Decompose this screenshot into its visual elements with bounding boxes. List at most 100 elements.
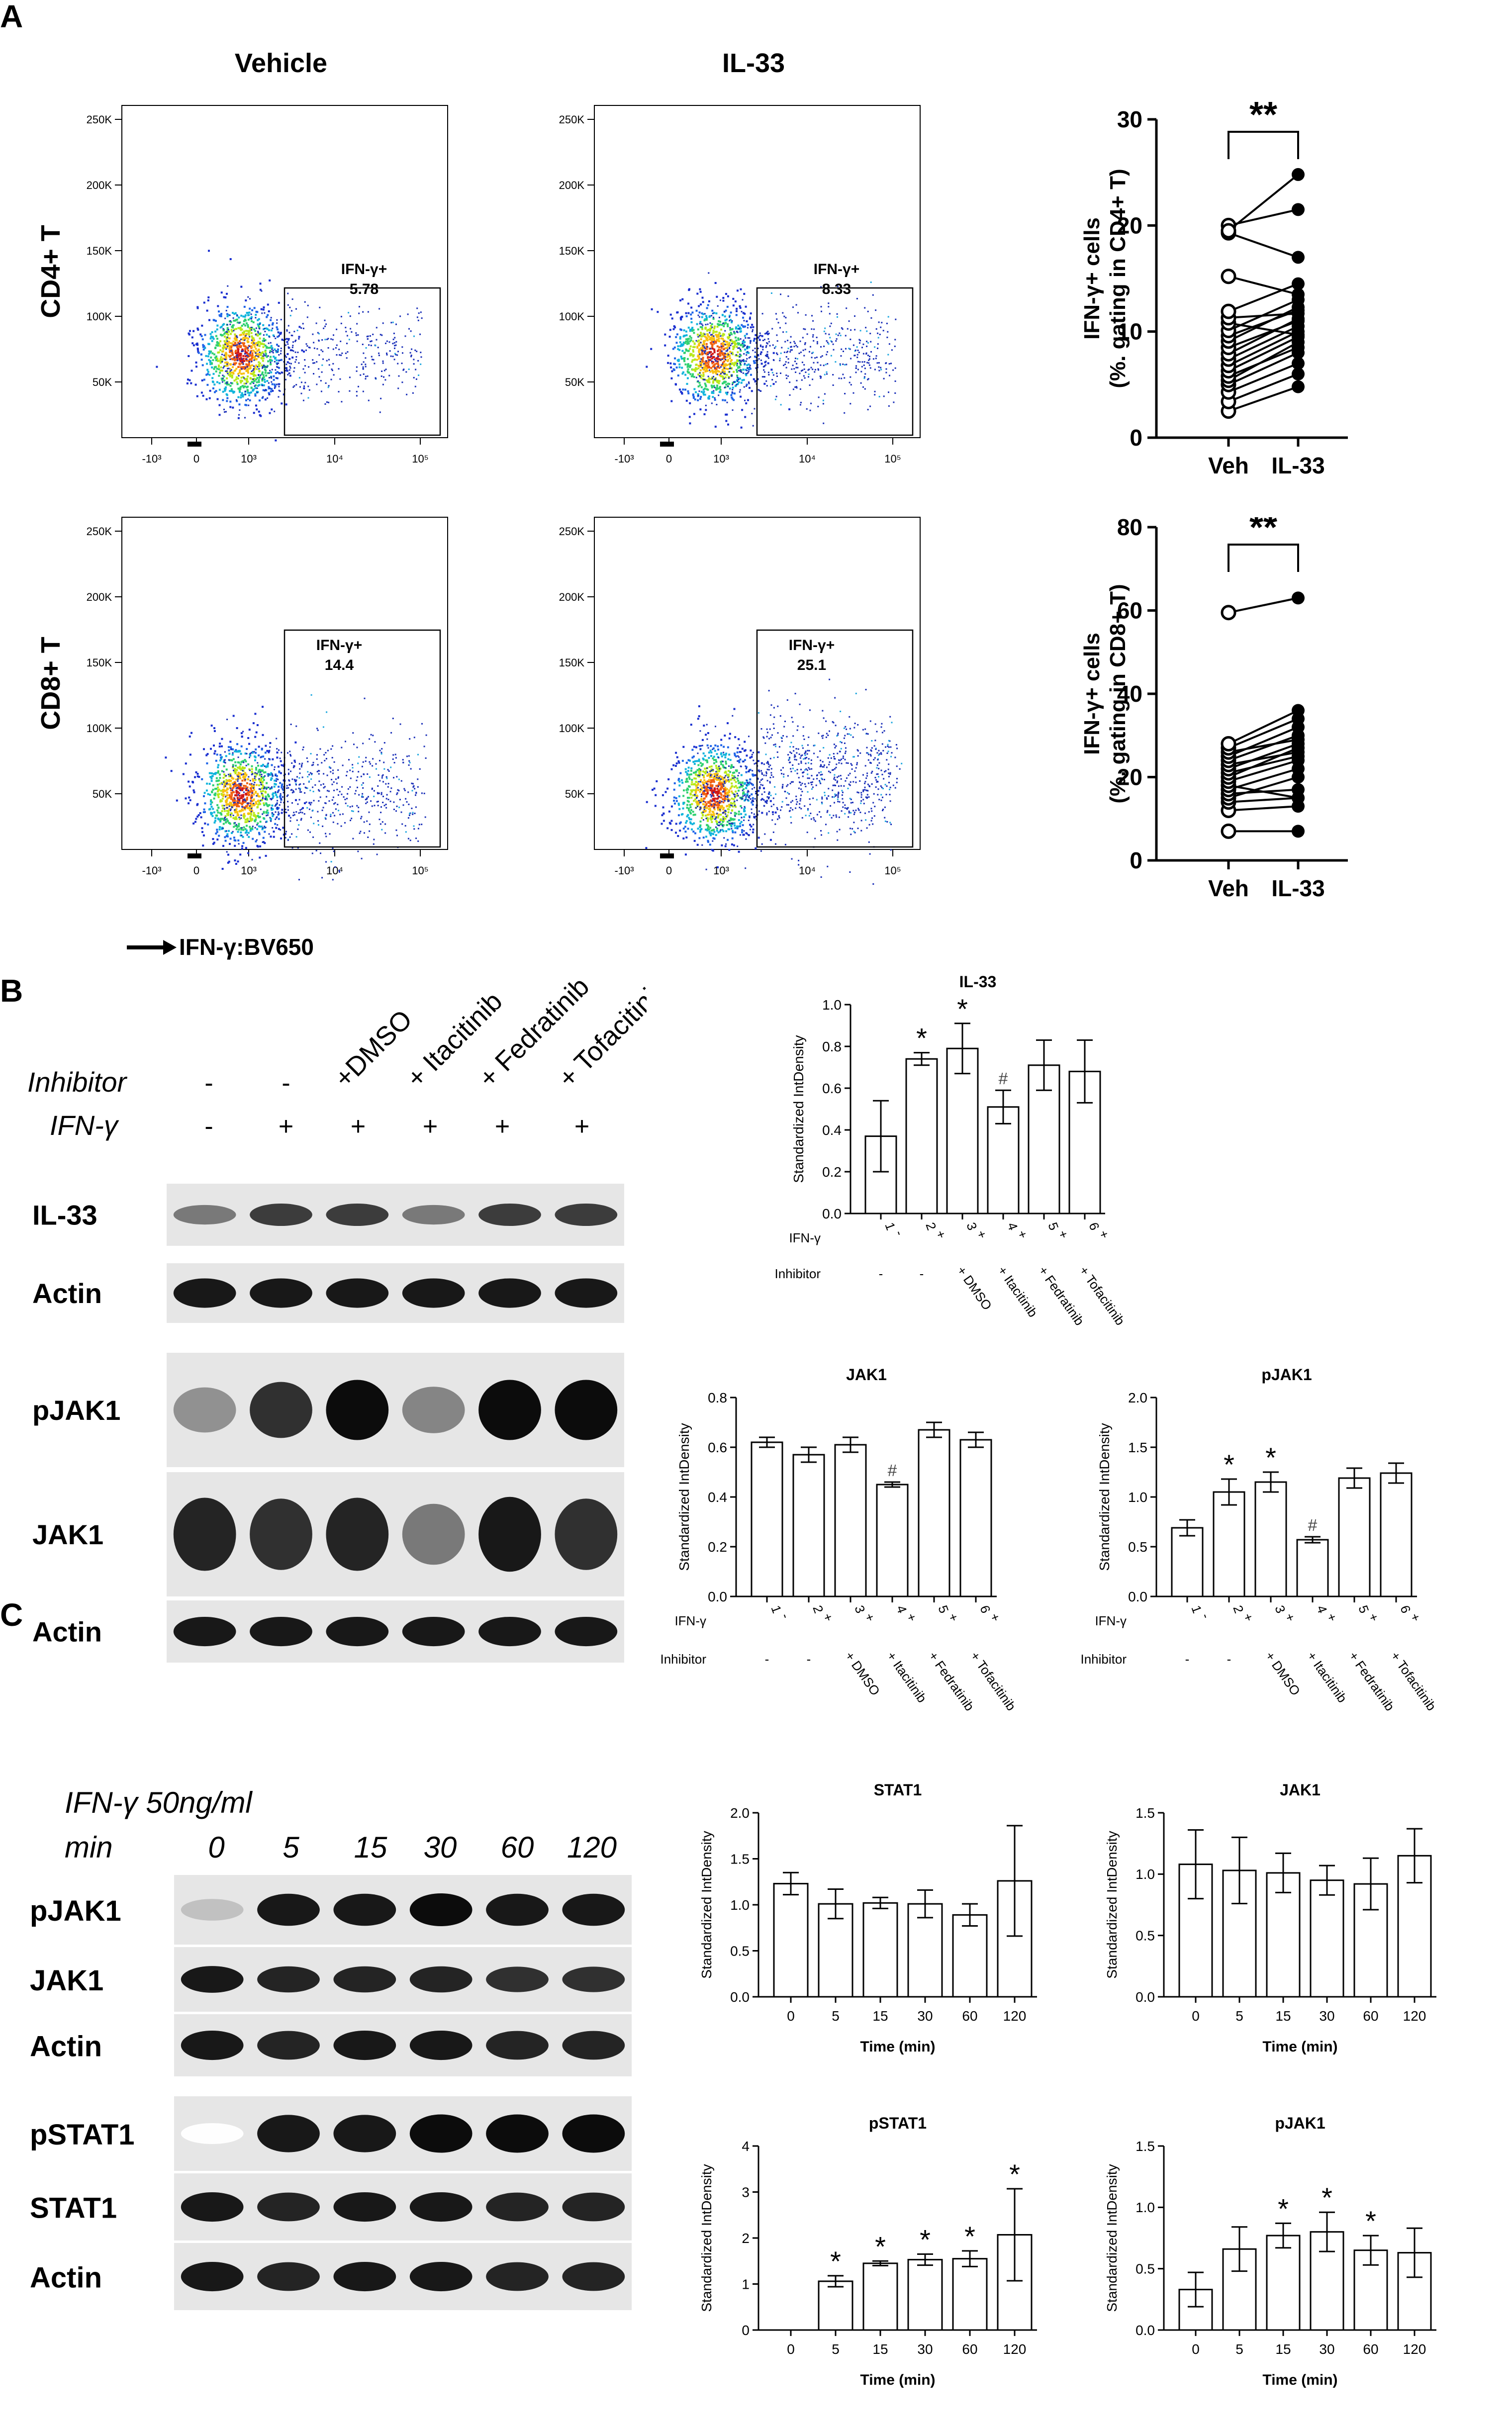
x-tick-label: Veh xyxy=(1208,875,1249,901)
jak1-bar-chart: JAK1 0.0 0.2 0.4 0.6 0.8 Standardized IntDensi… xyxy=(661,1366,1019,1714)
blot-band xyxy=(333,1893,396,1926)
il33-point xyxy=(1292,746,1305,759)
blot-band xyxy=(478,1616,541,1647)
y-tick-label: 200K xyxy=(87,591,112,603)
blot-strip xyxy=(167,1263,624,1323)
lane-number: 3 xyxy=(963,1220,980,1232)
y-tick-label: 0.5 xyxy=(1135,1928,1155,1943)
y-tick-label: 0.6 xyxy=(822,1081,842,1096)
time-label: 15 xyxy=(354,1831,387,1864)
x-tick-label: 10⁵ xyxy=(412,864,429,877)
flow-plot: 250K 200K 150K 100K 50K -10³ 0 10³ 10⁴ 10⁵ IFN-γ+ 5… xyxy=(87,105,448,465)
blot-band xyxy=(409,1966,472,1993)
ifn-sign: + xyxy=(987,1611,1003,1624)
inhibitor-sign: - xyxy=(765,1652,769,1667)
lane-number: 6 xyxy=(977,1603,993,1615)
y-tick-label: 10 xyxy=(1117,319,1142,345)
y-tick-label: 250K xyxy=(559,113,585,126)
pair-line xyxy=(1228,797,1299,803)
blot-band xyxy=(486,2192,549,2222)
blot-band xyxy=(562,2031,625,2060)
bar xyxy=(792,1454,825,1597)
lane-number: 4 xyxy=(1314,1603,1330,1615)
row-label-ifn: IFN-γ xyxy=(674,1613,706,1628)
blot-strip xyxy=(167,1184,624,1246)
blot-band xyxy=(333,2115,396,2152)
ifn-sign: + xyxy=(1014,1228,1031,1241)
lane-number: 1 xyxy=(768,1603,784,1615)
il33-point xyxy=(1292,288,1305,301)
x-axis-label: Time (min) xyxy=(860,2039,935,2055)
gate-box xyxy=(284,287,441,436)
ifn-sign: + xyxy=(495,1112,510,1141)
y-tick-label: 0.8 xyxy=(708,1390,727,1405)
x-tick-label: 10⁴ xyxy=(799,864,816,877)
blot-label: pJAK1 xyxy=(32,1395,120,1426)
gate-percentage: 25.1 xyxy=(797,657,826,673)
stat1-time-chart: STAT1 0.0 0.5 1.0 1.5 2.0 Standardized IntDens… xyxy=(699,1781,1037,2055)
x-tick-label: -10³ xyxy=(614,864,634,877)
significance-marker: * xyxy=(957,993,968,1025)
gate-label: IFN-γ+ xyxy=(814,261,860,278)
blot-membrane xyxy=(167,1184,624,1246)
y-tick-label: 0.4 xyxy=(708,1490,727,1505)
treatment-label: IFN-γ 50ng/ml xyxy=(65,1786,253,1819)
blot-strip xyxy=(174,2096,632,2171)
bar xyxy=(1171,1527,1204,1597)
il33-point xyxy=(1292,307,1305,320)
inhibitor-sign: - xyxy=(282,1069,290,1098)
pair-line xyxy=(1228,232,1299,259)
bar xyxy=(987,1106,1020,1214)
veh-point xyxy=(1221,223,1236,239)
blot-label: pJAK1 xyxy=(30,1895,121,1927)
ifn-sign: + xyxy=(1240,1611,1256,1624)
chart-title: IL-33 xyxy=(959,973,997,991)
pair-line xyxy=(1228,739,1299,753)
cd4-paired-chart: 0 10 20 30 Veh IL-33 IFN-γ+ cells (%. gating in… xyxy=(1080,95,1348,478)
pair-line xyxy=(1228,597,1299,614)
inhibitor-name: + Itacitinib xyxy=(884,1649,930,1705)
bar xyxy=(907,2258,943,2331)
pair-line xyxy=(1228,805,1299,812)
axis-marker xyxy=(188,853,201,858)
y-tick-label: 0.0 xyxy=(730,1989,750,2005)
y-tick-label: 1.5 xyxy=(730,1851,750,1867)
pair-line xyxy=(1228,755,1299,774)
inhibitor-name: + DMSO xyxy=(954,1263,995,1312)
blot-band xyxy=(326,1204,389,1226)
lane-number: 3 xyxy=(851,1603,868,1615)
chart-title: STAT1 xyxy=(874,1781,922,1799)
chart-title: JAK1 xyxy=(846,1366,887,1384)
blot-band xyxy=(486,2031,549,2060)
x-tick-label: 10⁵ xyxy=(412,453,429,465)
x-tick-label: 30 xyxy=(917,2341,933,2357)
veh-point xyxy=(1221,605,1236,621)
flow-plot: 250K 200K 150K 100K 50K -10³ 0 10³ 10⁴ 10⁵ IFN-γ+ 1… xyxy=(87,517,448,881)
x-tick-label: 30 xyxy=(917,2008,933,2024)
gate-label: IFN-γ+ xyxy=(341,261,387,278)
y-tick-label: 40 xyxy=(1117,681,1142,707)
x-tick-label: 10³ xyxy=(713,864,729,877)
y-tick-label: 0.5 xyxy=(1128,1539,1147,1555)
blot-strip xyxy=(174,2173,632,2240)
y-tick-label: 100K xyxy=(559,722,585,735)
x-tick-label: -10³ xyxy=(614,453,634,465)
y-tick-label: 1.5 xyxy=(1135,1805,1155,1821)
bar xyxy=(1222,1869,1257,1998)
blot-band xyxy=(257,1966,320,1993)
y-tick-label: 20 xyxy=(1117,212,1142,238)
ifn-sign: + xyxy=(574,1112,589,1141)
pair-line xyxy=(1228,718,1299,749)
inhibitor-name: + Itacitinib xyxy=(995,1263,1040,1320)
blot-band xyxy=(257,2262,320,2291)
x-tick-label: 60 xyxy=(1363,2008,1378,2024)
blot-label: IL-33 xyxy=(32,1200,97,1231)
blot-band xyxy=(257,2192,320,2222)
blot-band xyxy=(326,1380,389,1440)
inhibitor-sign: - xyxy=(1185,1652,1190,1667)
row-label-inhibitor: Inhibitor xyxy=(661,1652,707,1667)
significance-marker: * xyxy=(1009,2158,1020,2190)
x-tick-label: 5 xyxy=(832,2008,840,2024)
y-tick-label: 0.0 xyxy=(1128,1589,1147,1604)
pair-line xyxy=(1228,385,1299,412)
